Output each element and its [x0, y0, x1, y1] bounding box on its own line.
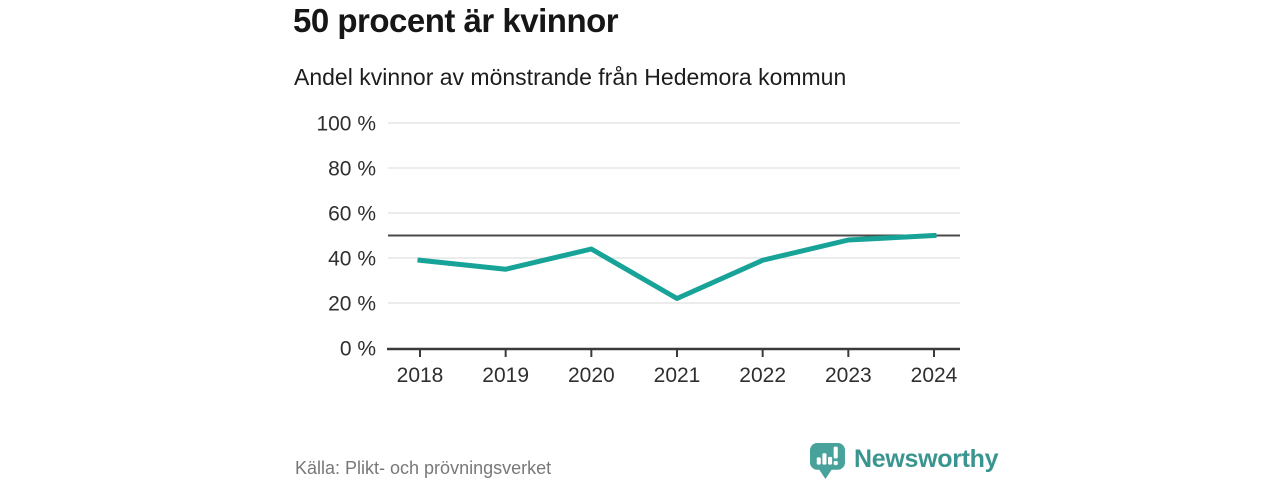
source-note: Källa: Plikt- och prövningsverket	[295, 458, 552, 478]
chart-title: 50 procent är kvinnor	[293, 2, 619, 39]
y-tick-label-80: 80 %	[328, 158, 376, 181]
y-tick-label-0: 0 %	[340, 338, 376, 361]
x-tick-label-2021: 2021	[654, 364, 701, 387]
x-tick-label-2022: 2022	[739, 364, 786, 387]
x-tick-label-2019: 2019	[482, 364, 529, 387]
chart-subtitle: Andel kvinnor av mönstrande från Hedemor…	[294, 64, 847, 90]
x-tick-label-2024: 2024	[911, 364, 958, 387]
x-tick-label-2020: 2020	[568, 364, 615, 387]
bar-chart-glyph	[816, 446, 838, 466]
speech-bubble-shape	[810, 443, 845, 479]
x-tick-label-2018: 2018	[397, 364, 444, 387]
y-tick-label-40: 40 %	[328, 248, 376, 271]
x-tick-label-2023: 2023	[825, 364, 872, 387]
newsworthy-logo: Newsworthy	[809, 442, 999, 479]
y-tick-label-100: 100 %	[316, 113, 376, 136]
newsworthy-wordmark: Newsworthy	[854, 445, 999, 473]
y-tick-label-20: 20 %	[328, 293, 376, 316]
newsworthy-bubble-chart-icon	[810, 443, 845, 479]
y-tick-label-60: 60 %	[328, 203, 376, 226]
data-line-andel-kvinnor	[417, 232, 937, 301]
